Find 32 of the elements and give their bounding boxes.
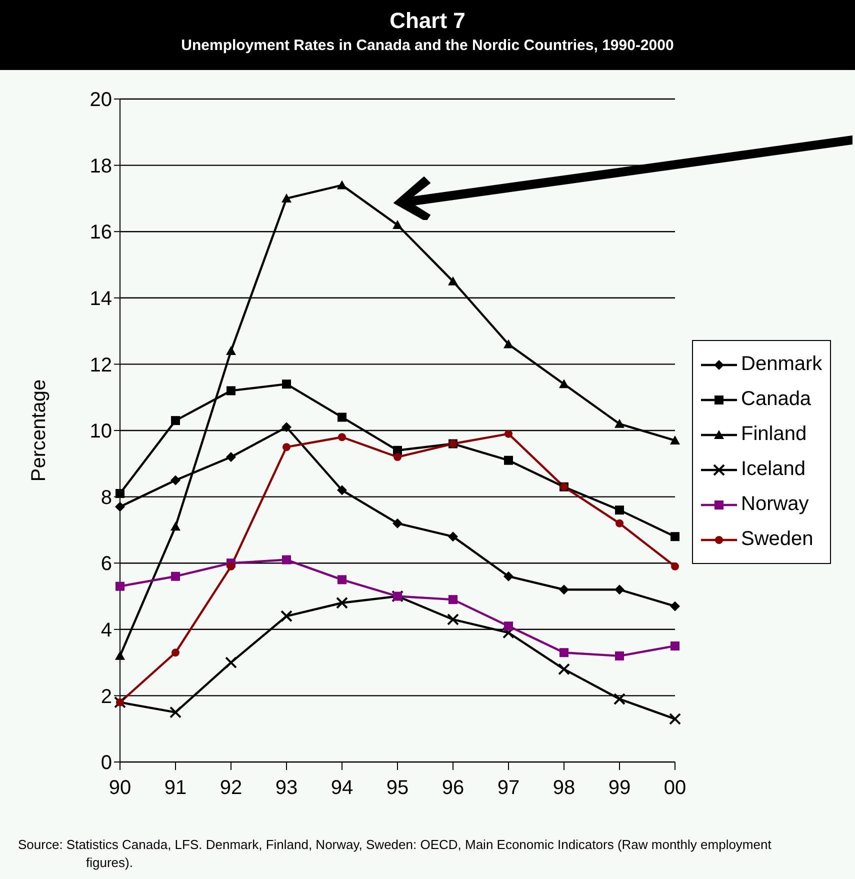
y-tick-label: 14 — [90, 288, 112, 310]
x-tick-label: 96 — [442, 777, 464, 800]
chart-title: Chart 7 — [388, 8, 466, 34]
y-tick-label: 2 — [100, 686, 112, 708]
x-tick-label: 94 — [330, 777, 354, 800]
x-tick-label: 99 — [608, 777, 631, 800]
x-tick-label: 92 — [220, 777, 242, 800]
source-note: Source: Statistics Canada, LFS. Denmark, Finland, Norway, Sweden: OECD, Main Economic Indicators (Raw monthly employment figures). — [18, 836, 772, 872]
y-tick-label: 4 — [100, 620, 112, 642]
legend-label: Canada — [741, 388, 812, 411]
chart-subtitle: Unemployment Rates in Canada and the Nordic Countries, 1990-2000 — [180, 37, 675, 54]
legend-label: Denmark — [741, 353, 822, 376]
y-axis-title: Percentage — [28, 379, 50, 482]
y-tick-label: 8 — [100, 486, 112, 509]
x-tick-label: 97 — [497, 777, 520, 800]
y-tick-label: 16 — [90, 222, 112, 244]
x-tick-label: 98 — [552, 777, 576, 800]
legend-label: Sweden — [741, 528, 814, 551]
y-tick-label: 6 — [100, 553, 112, 576]
legend-label: Finland — [741, 423, 807, 446]
y-tick-label: 12 — [90, 354, 112, 376]
x-tick-label: 93 — [275, 777, 298, 800]
x-tick-label: 90 — [108, 777, 132, 800]
x-tick-label: 95 — [386, 777, 409, 800]
y-tick-label: 18 — [90, 155, 112, 178]
legend-label: Iceland — [741, 458, 806, 481]
x-tick-label: 00 — [664, 777, 686, 800]
y-tick-label: 0 — [100, 752, 112, 774]
legend-label: Norway — [741, 493, 809, 516]
y-tick-label: 20 — [90, 89, 112, 112]
x-tick-label: 91 — [164, 777, 187, 800]
y-tick-label: 10 — [90, 420, 112, 443]
